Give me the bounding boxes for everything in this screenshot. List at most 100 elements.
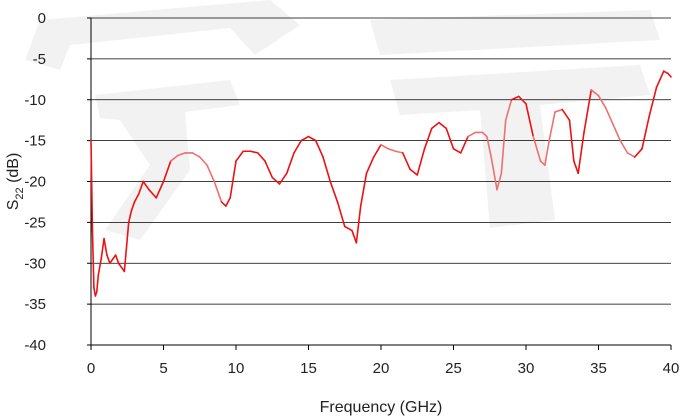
y-axis-title-subscript: 22 <box>14 187 26 199</box>
series-0-segment <box>648 86 658 117</box>
grid-lines <box>91 17 671 346</box>
series-0-segment <box>597 94 607 109</box>
series-0-segment <box>142 180 150 191</box>
series-0-segment <box>123 237 129 273</box>
series-0-segment <box>229 160 237 199</box>
x-tick-label: 25 <box>445 360 462 377</box>
series-0-segment <box>351 229 358 244</box>
y-tick-label: 0 <box>38 10 46 27</box>
x-tick-label: 20 <box>373 360 390 377</box>
y-axis-title-unit: (dB) <box>5 153 22 188</box>
series-0-segment <box>438 121 448 130</box>
series-0-segment <box>583 89 593 134</box>
series-0-segment <box>191 152 201 158</box>
series-0-segment <box>117 262 123 269</box>
series-0-segment <box>103 237 108 256</box>
series-0-segment <box>452 148 462 154</box>
series-0-segment <box>619 139 629 154</box>
y-tick-label: -25 <box>24 214 46 231</box>
y-axis-ticks: 0 -5 -10 -15 -20 -25 -30 -35 -40 <box>24 10 91 354</box>
y-tick-label: -20 <box>24 174 46 191</box>
series-0-segment <box>539 160 546 166</box>
series-0-segment <box>667 72 672 78</box>
y-tick-label: -5 <box>33 51 46 68</box>
series-0-segment <box>604 107 614 126</box>
series-0-segment <box>177 152 187 157</box>
x-tick-label: 40 <box>663 360 680 377</box>
series-0-segment <box>127 209 133 224</box>
series-0-segment <box>459 135 469 154</box>
watermark-shape <box>370 10 660 55</box>
watermark <box>25 0 660 240</box>
series-0-segment <box>213 180 223 203</box>
x-tick-label: 0 <box>87 360 95 377</box>
series-0-segment <box>355 205 362 244</box>
series-0-segment <box>409 168 419 176</box>
series-0-segment <box>612 123 622 142</box>
series-0-segment <box>633 148 643 158</box>
series-0-segment <box>249 150 259 154</box>
series-0-segment <box>486 135 493 158</box>
series-0-segment <box>590 89 600 97</box>
x-tick-label: 10 <box>228 360 245 377</box>
y-tick-label: -40 <box>24 337 46 354</box>
series-0-segment <box>655 70 665 89</box>
y-tick-label: -10 <box>24 92 46 109</box>
series-0-segment <box>169 154 179 162</box>
series-0-segment <box>100 237 105 260</box>
series-0-segment <box>322 156 332 183</box>
series-0-segment <box>235 150 245 162</box>
series-0-segment <box>372 143 382 158</box>
series-0-segment <box>510 95 520 101</box>
series-0-segment <box>481 131 488 138</box>
series-0-segment <box>548 111 556 142</box>
series-0-segment <box>293 139 303 154</box>
series-0-segment <box>380 143 390 150</box>
series-0-segment <box>106 254 111 265</box>
series-0-segment <box>225 197 231 207</box>
series-0-segment <box>307 135 317 142</box>
series-0-segment <box>490 156 498 191</box>
series-0-segment <box>264 160 274 179</box>
series-0-segment <box>573 160 580 175</box>
series-0-segment <box>336 201 346 228</box>
series-0-segment <box>500 119 507 175</box>
y-tick-label: -15 <box>24 133 46 150</box>
x-tick-label: 5 <box>159 360 167 377</box>
series-0-segment <box>445 127 455 150</box>
series-0-segment <box>271 176 281 185</box>
series-0-segment <box>91 229 95 289</box>
series-0-segment <box>285 152 295 175</box>
series-0-segment <box>109 258 114 265</box>
series-0-segment <box>365 156 375 175</box>
series-0-segment <box>401 152 411 171</box>
series-0-segment <box>198 156 208 166</box>
series-0-segment <box>96 274 100 293</box>
series-0-segment <box>220 201 227 207</box>
y-axis-title-base: S <box>5 200 22 211</box>
watermark-shape <box>95 80 240 240</box>
series-0-segment <box>430 121 440 130</box>
series-group <box>90 70 672 297</box>
series-0-segment <box>568 119 575 162</box>
series-0-segment <box>496 172 503 191</box>
series-0-segment <box>525 103 535 138</box>
series-0-segment <box>133 192 140 203</box>
series-0-segment <box>504 98 513 121</box>
series-0-segment <box>467 131 477 138</box>
series-0-segment <box>423 127 433 150</box>
x-tick-label: 30 <box>518 360 535 377</box>
series-0-segment <box>577 131 585 175</box>
series-0-segment <box>314 139 324 158</box>
series-0-segment <box>206 164 216 183</box>
series-0-segment <box>394 150 404 154</box>
series-0-segment <box>329 180 339 203</box>
series-0-segment <box>554 108 564 113</box>
series-0-segment <box>517 95 527 105</box>
y-tick-label: -35 <box>24 296 46 313</box>
series-0-segment <box>359 172 368 207</box>
series-0-segment <box>162 160 172 183</box>
series-0-segment <box>114 254 120 265</box>
series-0-segment <box>300 135 310 142</box>
